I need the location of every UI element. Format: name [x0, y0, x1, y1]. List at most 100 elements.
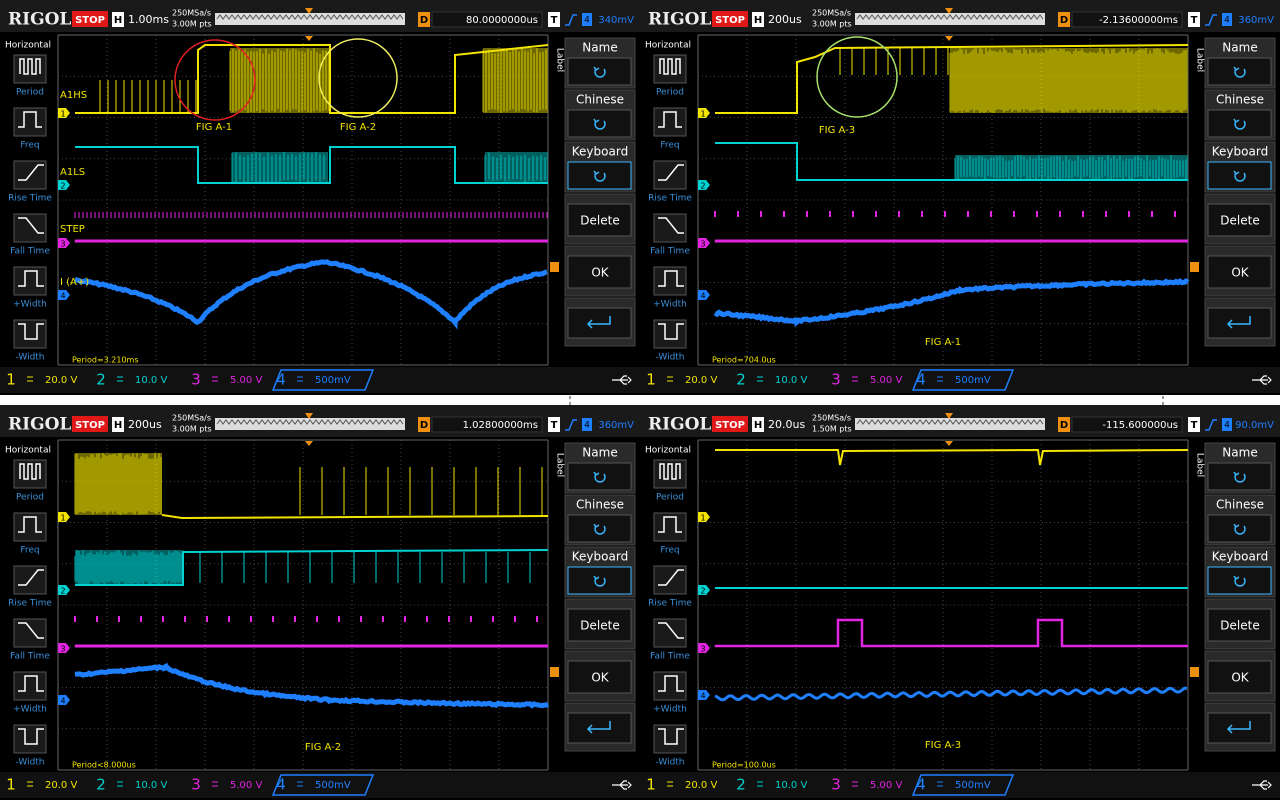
sidebar-icon-box[interactable]	[13, 107, 47, 137]
sidebar-item[interactable]: Freq	[20, 546, 39, 556]
menu-button-label[interactable]: Delete	[1220, 619, 1259, 633]
trigger-level-marker	[550, 262, 559, 272]
sidebar-item[interactable]: Freq	[660, 141, 679, 151]
sidebar-item[interactable]: Period	[16, 493, 44, 503]
scope-background	[640, 405, 1280, 800]
menu-button-inner	[567, 109, 632, 138]
sidebar-item[interactable]: Freq	[20, 141, 39, 151]
menu-button-label[interactable]: Delete	[580, 619, 619, 633]
menu-button-label[interactable]: Chinese	[576, 498, 624, 512]
memory-waveform	[856, 14, 1044, 20]
sidebar-item[interactable]: +Width	[653, 705, 687, 715]
menu-button-label[interactable]: Keyboard	[1212, 550, 1268, 564]
sidebar-item[interactable]: Rise Time	[8, 194, 52, 204]
coupling-icon	[757, 781, 763, 787]
sidebar-icon	[18, 111, 42, 128]
sidebar-icon	[658, 217, 684, 234]
sidebar-icon	[658, 164, 684, 181]
sidebar-item[interactable]: Period	[656, 493, 684, 503]
menu-button-inner	[567, 566, 632, 595]
sidebar-item[interactable]: Freq	[660, 546, 679, 556]
sidebar-item[interactable]: Fall Time	[650, 247, 690, 257]
menu-button-label[interactable]: OK	[1231, 266, 1249, 280]
waveform-pulses	[714, 211, 1176, 217]
sidebar-item[interactable]: Period	[656, 88, 684, 98]
annotation: FIG A-1	[196, 122, 232, 133]
refresh-icon	[593, 170, 606, 182]
trigger-source: 4	[584, 421, 590, 431]
trigger-level: 90.0mV	[1235, 420, 1274, 431]
menu-button-label[interactable]: Chinese	[576, 93, 624, 107]
menu-button-label[interactable]: OK	[1231, 671, 1249, 685]
menu-button-inner	[1207, 608, 1272, 642]
delay-label-box	[1058, 12, 1070, 27]
bottom-bar	[640, 772, 1280, 798]
sidebar-item[interactable]: -Width	[15, 758, 44, 768]
menu-button-label[interactable]: Name	[582, 41, 617, 55]
refresh-icon	[1233, 170, 1246, 182]
sidebar-icon-box[interactable]	[13, 512, 47, 542]
sidebar-item[interactable]: Fall Time	[650, 652, 690, 662]
menu-button-label[interactable]: Keyboard	[1212, 145, 1268, 159]
delay: 80.0000000us	[466, 15, 538, 26]
channel-marker	[58, 585, 70, 595]
sidebar-item[interactable]: -Width	[655, 758, 684, 768]
sidebar-item[interactable]: +Width	[13, 300, 47, 310]
sample-rate: 250MSa/s	[812, 9, 851, 18]
menu-button-label[interactable]: Name	[1222, 41, 1257, 55]
trigger-source-box	[1222, 418, 1232, 431]
coupling-icon	[757, 376, 763, 382]
trigger-level-marker	[1190, 667, 1199, 677]
coupling-icon	[117, 781, 123, 787]
sidebar-item[interactable]: -Width	[655, 353, 684, 363]
waveform	[74, 662, 550, 709]
sidebar-item[interactable]: Rise Time	[648, 194, 692, 204]
channel-scale: 10.0 V	[775, 780, 807, 791]
menu-button-label[interactable]: Name	[1222, 446, 1257, 460]
sidebar-item[interactable]: Rise Time	[8, 599, 52, 609]
menu-button-label[interactable]: Keyboard	[572, 145, 628, 159]
channel-scale: 5.00 V	[230, 375, 262, 386]
sidebar-item[interactable]: Fall Time	[10, 652, 50, 662]
memory-waveform	[856, 419, 1044, 425]
waveform-pulses	[74, 616, 538, 622]
menu-button-label[interactable]: Keyboard	[572, 550, 628, 564]
trigger-source: 4	[584, 16, 590, 26]
menu-button-label[interactable]: OK	[591, 266, 609, 280]
menu-button-label[interactable]: Name	[582, 446, 617, 460]
sidebar-item[interactable]: Period	[16, 88, 44, 98]
menu-button-label[interactable]: OK	[591, 671, 609, 685]
channel-marker-label: 1	[700, 514, 705, 523]
channel-marker-label: 2	[700, 182, 705, 191]
sidebar-item[interactable]: +Width	[13, 705, 47, 715]
menu-button-label[interactable]: Delete	[580, 214, 619, 228]
channel-marker-label: 2	[60, 587, 65, 596]
waveform-band-lines	[231, 152, 325, 183]
channel-number: 2	[736, 371, 746, 389]
sidebar-item[interactable]: Rise Time	[648, 599, 692, 609]
menu-button-label[interactable]: Chinese	[1216, 498, 1264, 512]
waveform-band-lines	[482, 48, 547, 113]
waveform	[75, 549, 549, 586]
channel-number: 2	[96, 776, 106, 794]
trigger-edge-icon	[1205, 14, 1217, 26]
menu-button-label[interactable]: Chinese	[1216, 93, 1264, 107]
sidebar-item[interactable]: +Width	[653, 300, 687, 310]
delay-label: D	[420, 15, 428, 26]
delay-label-box	[418, 417, 430, 432]
channel-marker-label: 1	[60, 110, 65, 119]
delay-box	[431, 416, 543, 433]
delay-label: D	[1060, 15, 1068, 26]
annotation: I (A+)	[60, 277, 89, 288]
active-channel-highlight	[911, 369, 1015, 391]
menu-button-label[interactable]: Delete	[1220, 214, 1259, 228]
refresh-icon	[593, 523, 606, 535]
sidebar-item[interactable]: Fall Time	[10, 247, 50, 257]
menu-button-inner	[1207, 203, 1272, 237]
channel-marker	[698, 690, 710, 700]
measurement: Period=3.210ms	[72, 356, 139, 365]
timebase-label: H	[114, 15, 122, 26]
sidebar-icon	[18, 675, 44, 692]
channel-number: 4	[916, 776, 926, 794]
sidebar-item[interactable]: -Width	[15, 353, 44, 363]
